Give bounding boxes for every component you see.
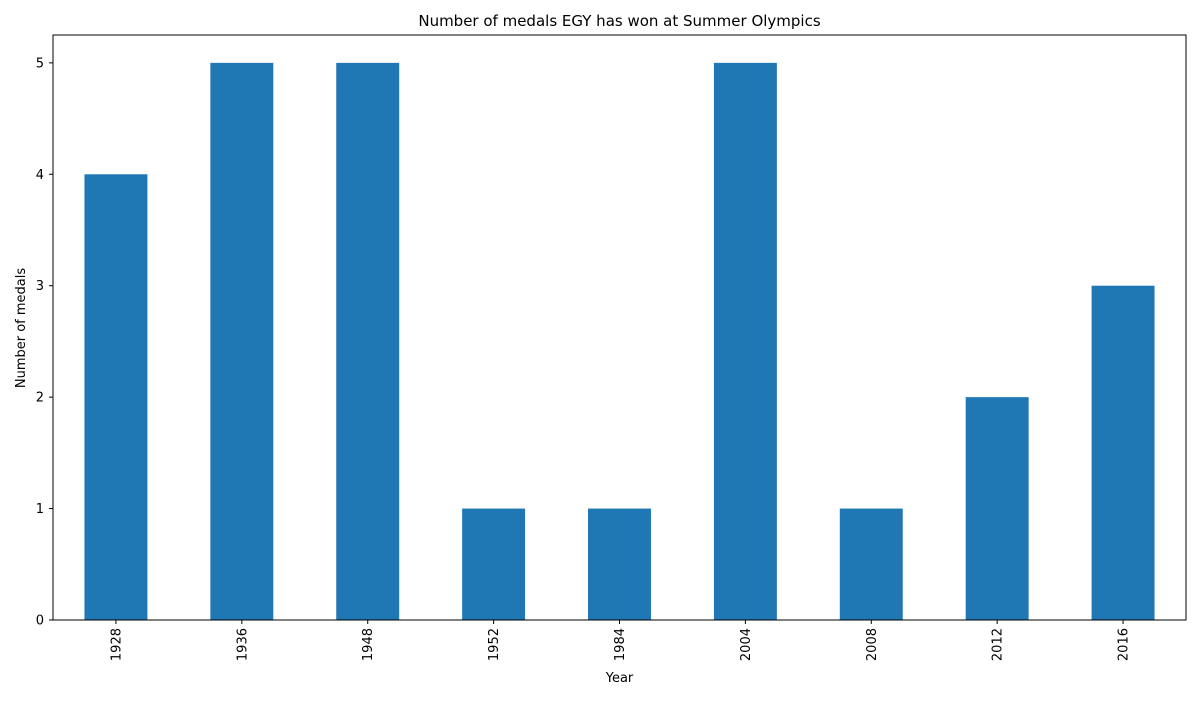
chart-title: Number of medals EGY has won at Summer O… [418, 12, 820, 30]
y-tick-label: 1 [36, 502, 44, 517]
x-tick-label: 2008 [865, 628, 880, 661]
bar-1952 [462, 508, 526, 620]
x-tick-label: 2016 [1117, 628, 1132, 661]
x-tick-label: 2012 [991, 628, 1006, 661]
bar-1948 [336, 62, 400, 621]
bar-2012 [965, 397, 1029, 620]
plot-area-frame [52, 34, 1187, 621]
x-tick-label: 2004 [739, 628, 754, 661]
x-tick-label: 1928 [109, 628, 124, 661]
y-tick-label: 3 [36, 279, 44, 294]
x-tick-label: 1948 [361, 628, 376, 661]
y-axis-ticks: 0 1 2 3 4 5 [36, 56, 53, 629]
bar-2008 [839, 508, 903, 620]
bar-2004 [713, 62, 777, 621]
y-tick-label: 5 [36, 56, 44, 71]
y-tick-label: 0 [36, 614, 44, 629]
x-tick-label: 1952 [487, 628, 502, 661]
y-axis-label: Number of medals [14, 268, 29, 389]
y-tick-label: 2 [36, 391, 44, 406]
bar-1984 [588, 508, 651, 620]
x-axis-label: Year [605, 671, 634, 686]
bars-group [84, 62, 1155, 621]
x-axis-ticks: 1928 1936 1948 1952 1984 2004 2008 2012 2016 [109, 620, 1132, 661]
y-tick-label: 4 [36, 168, 44, 183]
bar-2016 [1091, 285, 1155, 620]
bar-1928 [84, 174, 148, 621]
x-tick-label: 1936 [235, 628, 250, 661]
bar-1936 [210, 62, 274, 621]
x-tick-label: 1984 [613, 628, 628, 661]
